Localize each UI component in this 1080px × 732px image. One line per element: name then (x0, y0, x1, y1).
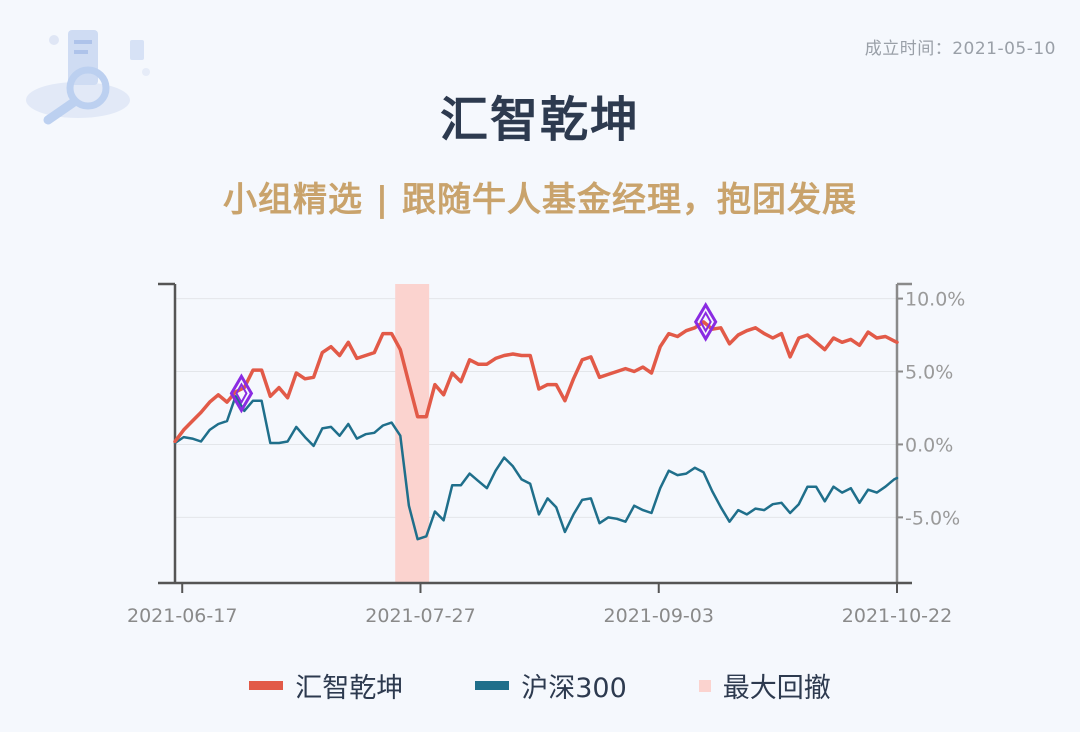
legend-item-index: 沪深300 (475, 666, 627, 705)
marker-diamond-0 (229, 373, 254, 414)
legend-label-index: 沪深300 (521, 673, 627, 704)
chart-legend: 汇智乾坤 沪深300 最大回撤 (0, 666, 1080, 705)
legend-item-drawdown: 最大回撤 (698, 666, 831, 705)
marker-diamond-inner-1 (699, 310, 712, 333)
series-line-fund (173, 320, 899, 444)
x-tick-label-2: 2021-09-03 (604, 605, 714, 627)
legend-swatch-index (475, 681, 510, 690)
series-line-index (173, 395, 899, 541)
magnifier-icon (66, 66, 110, 110)
legend-swatch-drawdown (698, 679, 711, 692)
legend-label-fund: 汇智乾坤 (295, 673, 404, 704)
page-subtitle: 小组精选 | 跟随牛人基金经理，抱团发展 (222, 180, 858, 220)
y-tick-label-0: 10.0% (905, 289, 965, 311)
legend-swatch-fund (249, 681, 284, 690)
decorative-illustration (26, 30, 150, 125)
max-drawdown-band (395, 284, 430, 583)
marker-diamond-1 (693, 301, 718, 342)
y-tick-label-3: -5.0% (905, 507, 960, 529)
y-tick-label-1: 5.0% (905, 362, 953, 384)
x-tick-label-0: 2021-06-17 (127, 605, 237, 627)
y-tick-label-2: 0.0% (905, 434, 953, 456)
page-title: 汇智乾坤 (439, 92, 640, 148)
legend-label-drawdown: 最大回撤 (722, 673, 831, 704)
x-tick-label-3: 2021-10-22 (842, 605, 952, 627)
founded-date: 成立时间：2021-05-10 (864, 39, 1056, 59)
marker-diamond-inner-0 (235, 382, 248, 405)
legend-item-fund: 汇智乾坤 (249, 666, 403, 705)
x-tick-label-1: 2021-07-27 (365, 605, 475, 627)
